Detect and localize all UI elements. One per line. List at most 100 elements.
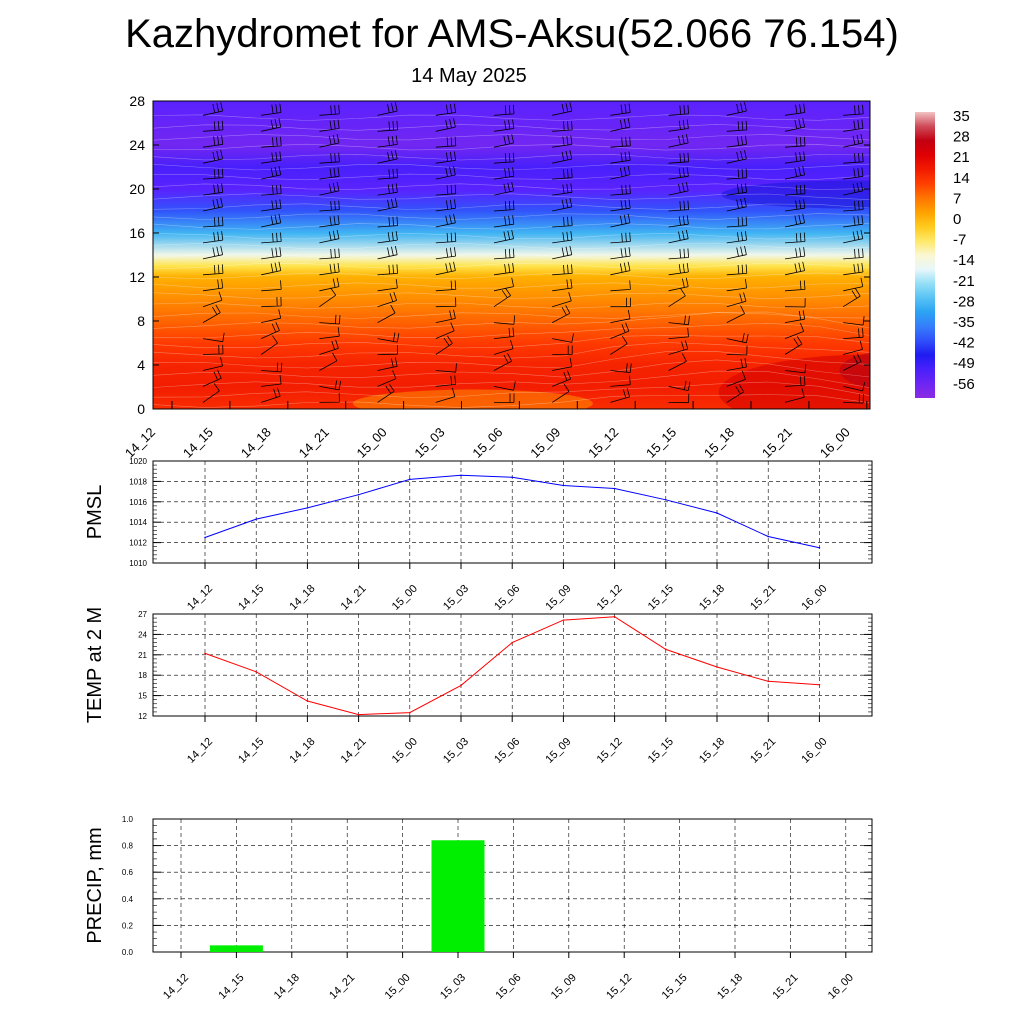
y-tick-label: 27 [138,610,147,619]
wind-barb [435,247,456,260]
y-tick-label: 1012 [129,539,147,548]
wind-barb [493,327,515,339]
wind-barb [261,322,280,339]
isotherm [153,394,870,408]
wind-barb [435,213,456,228]
x-tick-label: 15_18 [697,736,727,766]
wind-barb [552,279,573,292]
x-tick-label: 14_12 [122,425,158,461]
wind-barb [493,134,514,148]
wind-barb [261,261,282,276]
wind-barb [610,309,631,323]
wind-barb [668,288,686,308]
wind-barb [784,199,806,212]
wind-barb [435,387,456,403]
wind-barb [843,104,864,116]
wind-barb [493,215,515,228]
isotherm [153,163,870,171]
wind-barb [726,102,747,116]
wind-barb [202,216,224,228]
wind-barb [319,314,341,325]
x-tick-label: 15_03 [411,425,447,461]
wind-barb [668,200,689,212]
x-tick-label: 14_21 [296,425,332,461]
y-tick-label: 1010 [129,559,147,568]
wind-barb [493,353,513,371]
wind-barb [435,184,457,196]
x-tick-label: 15_06 [469,425,505,461]
wind-barb [726,120,748,132]
data-point [613,487,616,490]
colorbar-label: -49 [953,355,975,372]
x-tick-label: 14_21 [339,583,369,613]
data-point [767,535,769,538]
wind-barb [202,357,223,371]
wind-barb [493,381,516,391]
wind-barb [261,309,282,323]
wind-barb [843,277,864,292]
wind-barb [552,357,573,371]
wind-barb [435,166,456,180]
wind-barb [435,103,456,116]
wind-barb [493,263,515,276]
x-tick-label: 14_18 [238,425,274,461]
x-tick-label: 16_00 [826,972,856,1002]
y-tick-label: 1018 [129,477,147,486]
y-tick-label: 0.0 [122,948,134,957]
wind-barb [843,167,864,180]
y-axis-label: PRECIP, mm [84,827,106,943]
x-tick-label: 15_15 [643,425,679,461]
wind-barb [843,229,864,244]
wind-barb [435,232,457,244]
x-tick-label: 15_18 [697,583,727,613]
x-tick-label: 15_03 [438,972,468,1002]
wind-barb [668,353,687,371]
heatmap-x-axis: 14_12 14_15 14_18 14_21 15_00 15_03 15_06 15_09… [122,401,868,461]
wind-barb [668,340,689,355]
heatmap-y-axis: 0 4 8 12 16 20 24 28 [129,93,870,417]
x-tick-label: 15_21 [759,425,795,461]
x-tick-label: 15_06 [493,972,523,1002]
x-tick-label: 16_00 [817,425,853,461]
x-tick-label: 14_15 [236,736,266,766]
wind-barb [261,136,282,148]
colorbar-label: -7 [953,232,966,249]
isotherm [153,312,870,319]
wind-barb [784,298,806,308]
x-tick-label: 14_15 [216,972,246,1002]
wind-barb [377,264,398,276]
wind-barb [784,376,806,387]
wind-barb [261,232,282,244]
wind-barb [610,297,631,308]
wind-barb [377,150,398,164]
isotherm [153,292,870,300]
isotherm [153,282,870,289]
wind-barb [610,280,631,292]
wind-barb [552,120,573,132]
wind-barb [552,231,573,244]
x-tick-label: 14_18 [272,972,302,1002]
x-tick-label: 15_00 [390,583,420,613]
wind-barb [552,264,573,276]
wind-barb [843,328,864,339]
isotherm [153,351,870,369]
wind-barb [435,199,456,212]
wind-barb [202,369,222,387]
data-point [511,641,513,644]
wind-barb [843,263,864,276]
wind-barb [377,279,398,292]
isotherm [153,272,870,280]
wind-barb [319,167,340,180]
wind-barb [202,231,224,244]
wind-barb [784,336,803,355]
wind-barb [377,168,398,180]
wind-barb [319,339,339,355]
wind-barb [610,322,630,339]
wind-barb [784,363,807,374]
wind-barb [784,388,805,403]
wind-barb [784,103,806,116]
wind-barbs [202,102,866,404]
x-tick-label: 15_15 [660,972,690,1002]
colorbar-label: -21 [953,273,975,290]
wind-barb [784,280,806,292]
